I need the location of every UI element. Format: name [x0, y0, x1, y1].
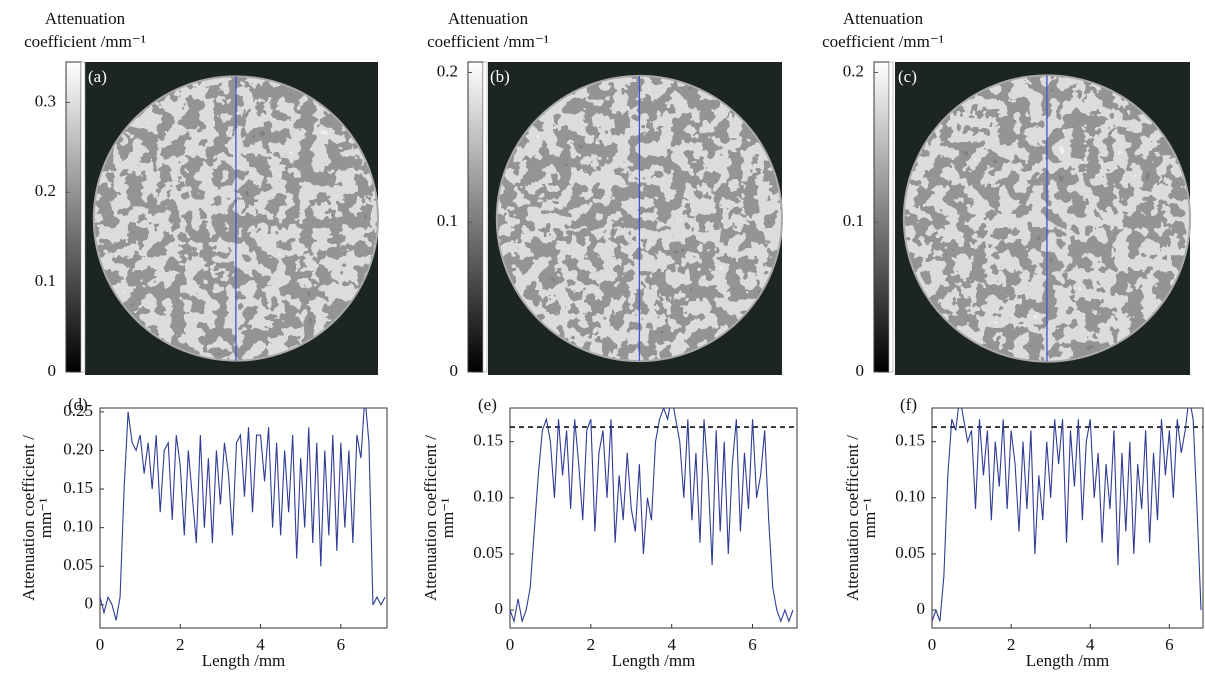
colorbar-border [482, 61, 488, 373]
colorbar-tick-label: 0 [48, 361, 57, 380]
colorbar-tick-label: 0.2 [843, 61, 864, 80]
x-tick-label: 4 [667, 635, 676, 654]
colorbar-title: Attenuation [448, 9, 529, 28]
panel-label: (a) [88, 67, 107, 86]
colorbar [873, 61, 890, 373]
y-tick-label: 0.05 [473, 543, 503, 562]
colorbar-title: Attenuation [45, 9, 126, 28]
y-tick-label: 0.15 [63, 478, 93, 497]
plot-frame [509, 407, 798, 629]
colorbar-tick-label: 0 [450, 361, 459, 380]
data-line [510, 408, 794, 624]
colorbar-tick-label: 0.2 [35, 181, 56, 200]
colorbar-title: coefficient /mm⁻¹ [427, 32, 549, 51]
plot-frame [99, 407, 388, 629]
y-tick-label: 0.05 [895, 543, 925, 562]
x-axis-label: Length /mm [202, 651, 286, 670]
y-tick-label: 0.15 [895, 431, 925, 450]
x-tick-label: 2 [587, 635, 596, 654]
colorbar-border [80, 61, 86, 373]
panel-label: (d) [68, 395, 88, 414]
colorbar-tick-label: 0.3 [35, 91, 56, 110]
colorbar [65, 61, 82, 373]
y-axis-label: Attenuation coefficient / [421, 435, 440, 601]
x-tick-label: 0 [928, 635, 937, 654]
panel-label: (e) [478, 395, 497, 414]
x-tick-label: 0 [96, 635, 105, 654]
x-axis-label: Length /mm [612, 651, 696, 670]
x-tick-label: 2 [176, 635, 185, 654]
colorbar-tick-label: 0.1 [843, 211, 864, 230]
colorbar-title: coefficient /mm⁻¹ [822, 32, 944, 51]
y-tick-label: 0.10 [895, 487, 925, 506]
y-axis-label: mm⁻¹ [860, 498, 879, 539]
colorbar-title: coefficient /mm⁻¹ [24, 32, 146, 51]
x-tick-label: 2 [1007, 635, 1016, 654]
y-tick-label: 0.10 [63, 517, 93, 536]
colorbar [467, 61, 484, 373]
y-tick-label: 0.25 [63, 401, 93, 420]
data-line [932, 408, 1202, 622]
panel-label: (f) [900, 395, 917, 414]
colorbar-tick-label: 0.1 [35, 271, 56, 290]
x-tick-label: 4 [1086, 635, 1095, 654]
colorbar-tick-label: 0.1 [437, 211, 458, 230]
y-tick-label: 0.10 [473, 487, 503, 506]
panel-label: (c) [898, 67, 917, 86]
x-tick-label: 4 [256, 635, 265, 654]
colorbar-border [888, 61, 894, 373]
x-tick-label: 6 [1165, 635, 1174, 654]
panel-label: (b) [490, 67, 510, 86]
y-tick-label: 0.15 [473, 431, 503, 450]
colorbar-tick-label: 0 [856, 361, 865, 380]
y-axis-label: mm⁻¹ [36, 498, 55, 539]
x-tick-label: 6 [337, 635, 346, 654]
x-tick-label: 6 [748, 635, 757, 654]
colorbar-title: Attenuation [843, 9, 924, 28]
y-tick-label: 0 [917, 599, 926, 618]
y-tick-label: 0.05 [63, 555, 93, 574]
data-line [100, 408, 386, 621]
y-axis-label: Attenuation coefficient / [843, 435, 862, 601]
y-tick-label: 0 [85, 594, 94, 613]
y-axis-label: mm⁻¹ [438, 498, 457, 539]
y-tick-label: 0.20 [63, 439, 93, 458]
plot-frame [931, 407, 1204, 629]
x-axis-label: Length /mm [1026, 651, 1110, 670]
y-axis-label: Attenuation coefficient / [19, 435, 38, 601]
x-tick-label: 0 [506, 635, 515, 654]
colorbar-tick-label: 0.2 [437, 61, 458, 80]
y-tick-label: 0 [495, 599, 504, 618]
